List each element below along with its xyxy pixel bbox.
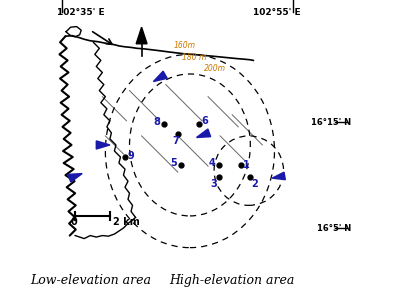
- Text: 102°55' E: 102°55' E: [253, 8, 301, 17]
- Text: 16°5' N: 16°5' N: [317, 223, 351, 233]
- Text: 2: 2: [251, 179, 258, 189]
- Text: 4: 4: [208, 158, 215, 168]
- Polygon shape: [196, 129, 210, 137]
- Text: 200m: 200m: [204, 64, 225, 73]
- Polygon shape: [272, 172, 285, 180]
- Polygon shape: [154, 71, 167, 82]
- Polygon shape: [68, 174, 82, 182]
- Text: 1: 1: [243, 159, 250, 170]
- Text: 16°15' N: 16°15' N: [311, 118, 351, 127]
- Text: Low-elevation area: Low-elevation area: [30, 274, 151, 287]
- Text: High-elevation area: High-elevation area: [170, 274, 295, 287]
- Polygon shape: [136, 27, 147, 44]
- Text: 102°35' E: 102°35' E: [57, 8, 105, 17]
- Text: 6: 6: [201, 116, 208, 126]
- Text: 8: 8: [153, 117, 160, 127]
- Text: 5: 5: [170, 158, 177, 168]
- Text: 0: 0: [70, 217, 77, 227]
- Text: 2 km: 2 km: [113, 217, 140, 227]
- Text: 9: 9: [127, 150, 134, 161]
- Text: 7: 7: [172, 136, 179, 146]
- Text: 3: 3: [211, 179, 217, 189]
- Text: 180 m: 180 m: [182, 53, 207, 63]
- Text: 160m: 160m: [173, 41, 195, 50]
- Polygon shape: [96, 141, 110, 149]
